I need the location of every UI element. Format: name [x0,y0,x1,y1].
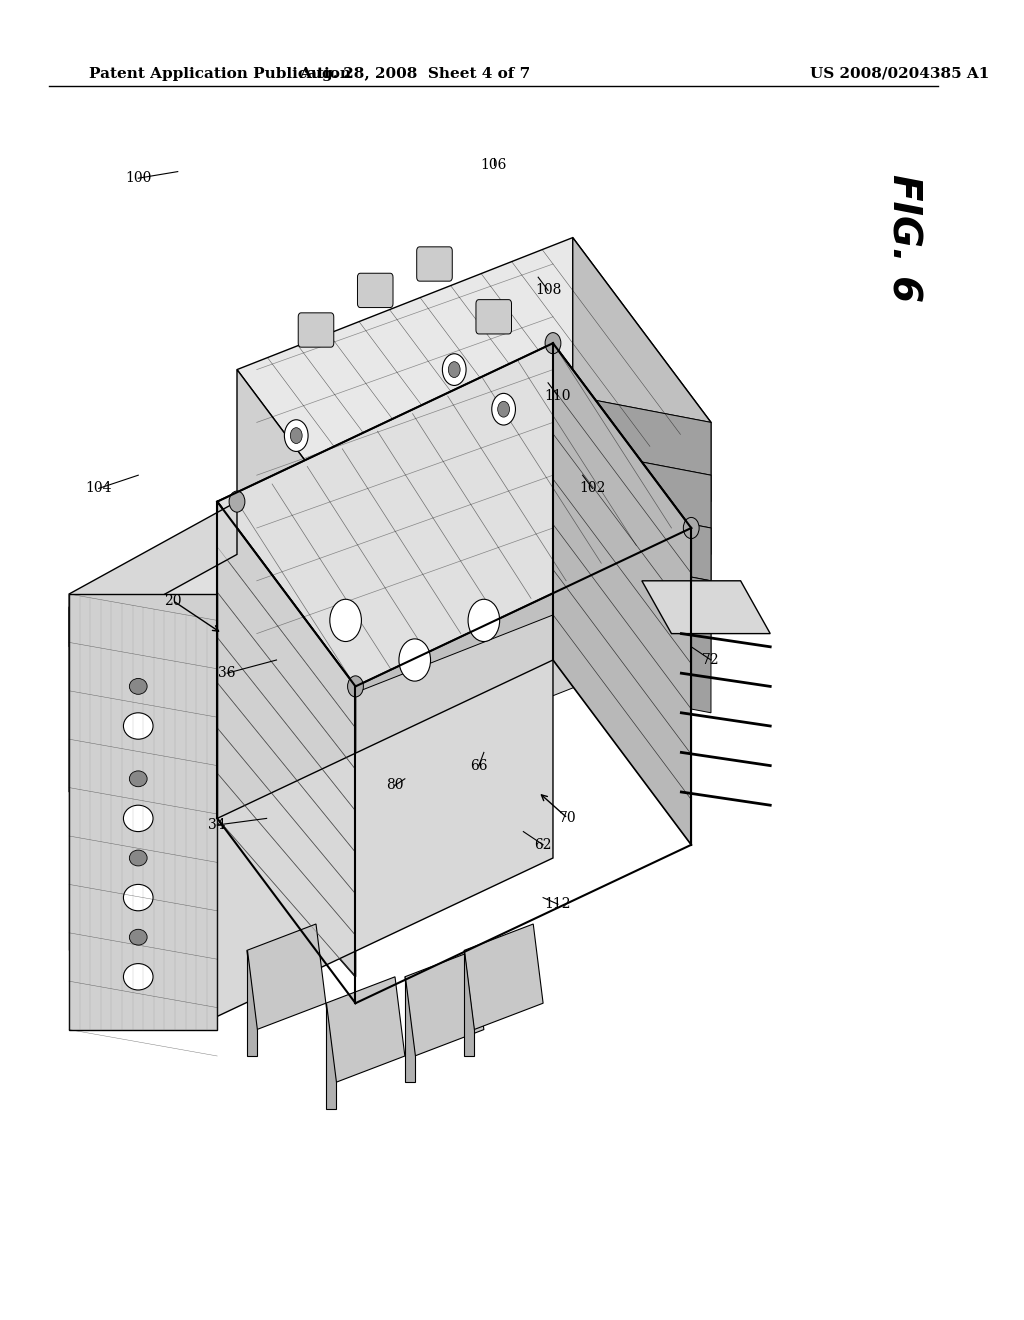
Text: 66: 66 [470,759,487,772]
Text: 80: 80 [386,779,403,792]
Circle shape [683,517,699,539]
Text: 36: 36 [218,667,236,680]
Circle shape [498,401,510,417]
Circle shape [285,420,308,451]
Text: 104: 104 [85,482,112,495]
Circle shape [399,639,430,681]
Polygon shape [70,502,237,647]
Polygon shape [217,502,355,977]
Text: FIG. 6: FIG. 6 [885,173,923,302]
Polygon shape [237,449,711,607]
Polygon shape [404,950,484,1056]
Text: 72: 72 [702,653,720,667]
Circle shape [291,428,302,444]
Circle shape [545,333,561,354]
Polygon shape [237,739,375,818]
Polygon shape [237,581,375,660]
Text: 62: 62 [535,838,552,851]
Text: Aug. 28, 2008  Sheet 4 of 7: Aug. 28, 2008 Sheet 4 of 7 [299,67,530,81]
Polygon shape [572,607,711,713]
Ellipse shape [129,771,147,787]
Polygon shape [70,594,217,1030]
Ellipse shape [129,678,147,694]
Text: 108: 108 [535,284,561,297]
Text: 34: 34 [209,818,226,832]
Polygon shape [464,950,474,1056]
Polygon shape [70,528,237,792]
FancyBboxPatch shape [357,273,393,308]
Polygon shape [642,581,770,634]
Polygon shape [464,924,543,1030]
Polygon shape [237,554,711,713]
FancyBboxPatch shape [476,300,512,334]
Text: US 2008/0204385 A1: US 2008/0204385 A1 [810,67,989,81]
Circle shape [330,599,361,642]
Polygon shape [217,343,691,686]
Text: 70: 70 [559,812,577,825]
Circle shape [229,491,245,512]
Circle shape [468,599,500,642]
Ellipse shape [124,964,153,990]
Polygon shape [572,396,711,502]
Text: 100: 100 [125,172,152,185]
Ellipse shape [129,929,147,945]
Polygon shape [237,607,711,766]
Circle shape [492,393,515,425]
Polygon shape [572,554,711,660]
Polygon shape [326,977,404,1082]
Ellipse shape [124,805,153,832]
Polygon shape [326,1003,336,1109]
Polygon shape [247,924,326,1030]
Polygon shape [247,950,257,1056]
Polygon shape [404,977,415,1082]
Polygon shape [237,528,375,607]
Ellipse shape [124,884,153,911]
Text: 110: 110 [545,389,571,403]
Polygon shape [572,502,711,607]
Text: 112: 112 [545,898,571,911]
Text: 102: 102 [580,482,605,495]
Circle shape [347,676,364,697]
Circle shape [442,354,466,385]
FancyBboxPatch shape [417,247,453,281]
Polygon shape [217,660,553,1016]
Polygon shape [237,502,711,660]
Circle shape [449,362,460,378]
Polygon shape [572,238,711,581]
Ellipse shape [129,850,147,866]
Polygon shape [237,396,711,554]
Text: 20: 20 [164,594,181,607]
Ellipse shape [124,713,153,739]
Polygon shape [237,370,375,686]
Polygon shape [237,686,375,766]
Polygon shape [237,238,711,554]
Polygon shape [572,449,711,554]
Polygon shape [553,343,691,845]
Text: Patent Application Publication: Patent Application Publication [89,67,351,81]
Polygon shape [237,634,375,713]
FancyBboxPatch shape [298,313,334,347]
Text: 106: 106 [480,158,507,172]
